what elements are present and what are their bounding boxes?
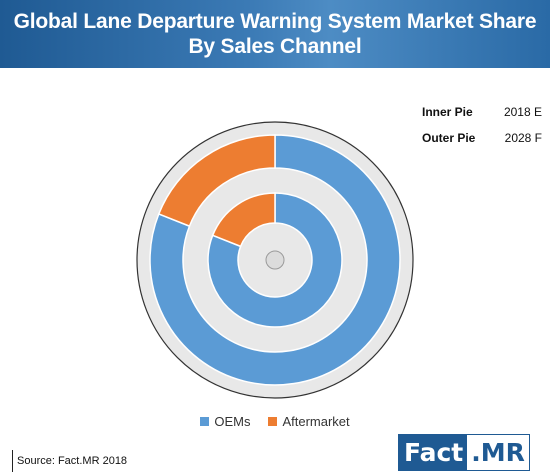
legend: OEMs Aftermarket [0, 414, 550, 429]
pie-info-row-inner: Inner Pie 2018 E [422, 99, 542, 125]
chart-title: Global Lane Departure Warning System Mar… [13, 10, 537, 58]
legend-label: OEMs [214, 414, 251, 429]
pie-info-label: Outer Pie [422, 131, 476, 145]
pie-info-value: 2018 E [503, 105, 542, 119]
source-note: Source: Fact.MR 2018 [17, 455, 128, 467]
slice-outer-aftermarket [157, 134, 276, 228]
legend-item-aftermarket: Aftermarket [268, 414, 350, 429]
slice-inner-aftermarket [211, 192, 276, 248]
logo-left: Fact [398, 434, 468, 471]
slice-inner-oems [207, 192, 343, 328]
legend-swatch-aftermarket [268, 417, 278, 426]
legend-item-oems: OEMs [200, 414, 250, 429]
center-dot [265, 250, 285, 270]
legend-label: Aftermarket [282, 414, 350, 429]
pie-info-row-outer: Outer Pie 2028 F [422, 125, 542, 151]
logo-right: .MR [467, 434, 530, 471]
slice-outer-oems [149, 134, 401, 386]
pie-info: Inner Pie 2018 E Outer Pie 2028 F [422, 99, 542, 151]
legend-swatch-oems [200, 417, 210, 426]
factmr-logo: Fact .MR [398, 434, 542, 471]
pie-info-label: Inner Pie [422, 105, 473, 119]
title-banner: Global Lane Departure Warning System Mar… [0, 0, 550, 68]
pie-info-value: 2028 F [504, 131, 542, 145]
footer-divider [12, 450, 13, 472]
